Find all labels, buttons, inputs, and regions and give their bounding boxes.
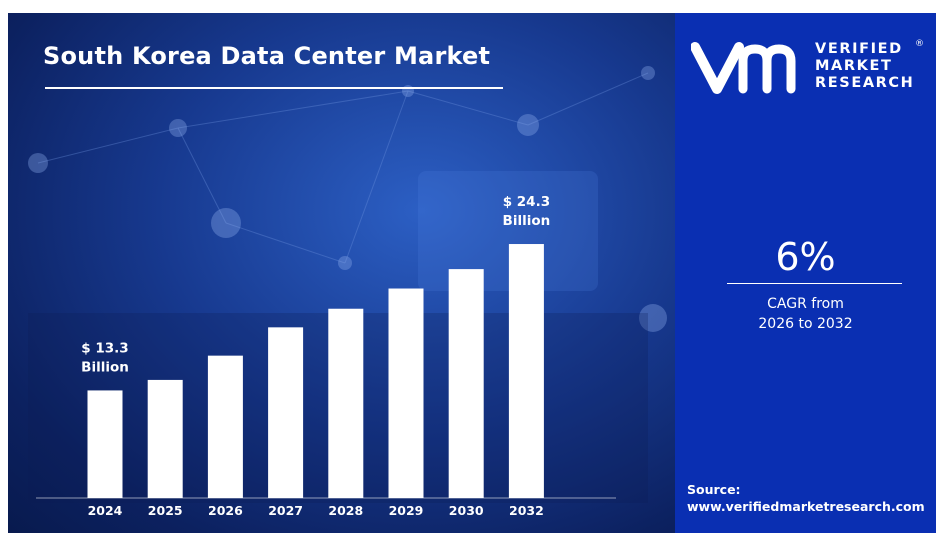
x-tick-label-2024: 2024 — [88, 503, 123, 518]
title-underline — [45, 87, 503, 89]
registered-mark: ® — [915, 39, 924, 49]
brand-line-research: RESEARCH — [815, 75, 915, 91]
x-tick-label-2029: 2029 — [389, 503, 424, 518]
bar-2032 — [508, 244, 544, 498]
chart-title: South Korea Data Center Market — [43, 42, 491, 70]
brand-line-verified: VERIFIED — [815, 41, 903, 57]
x-tick-label-2032: 2032 — [509, 503, 544, 518]
source-note: Source: www.verifiedmarketresearch.com — [687, 481, 925, 515]
brand-line-market: MARKET — [815, 58, 893, 74]
data-label-2024-line1: $ 13.3 — [81, 340, 128, 356]
vmr-logo-icon — [691, 42, 796, 94]
cagr-divider — [727, 283, 902, 284]
infographic: South Korea Data Center Market 2024 2025 2… — [8, 13, 936, 533]
bar-2030 — [448, 269, 484, 498]
bar-2029 — [388, 288, 424, 498]
data-label-2032-line1: $ 24.3 — [503, 194, 550, 210]
summary-panel: VERIFIED MARKET RESEARCH ® 6% CAGR from … — [675, 13, 936, 533]
source-url: www.verifiedmarketresearch.com — [687, 499, 925, 514]
brand-name: VERIFIED MARKET RESEARCH — [815, 41, 914, 92]
chart-panel: South Korea Data Center Market 2024 2025 2… — [8, 13, 675, 533]
data-label-2024-line2: Billion — [81, 359, 129, 375]
x-tick-label-2025: 2025 — [148, 503, 183, 518]
cagr-label-line1: CAGR from — [767, 296, 844, 312]
cagr-label-line2: 2026 to 2032 — [758, 316, 853, 332]
cagr-label: CAGR from 2026 to 2032 — [675, 294, 936, 334]
bar-2027 — [268, 327, 304, 498]
x-tick-label-2026: 2026 — [208, 503, 243, 518]
bar-2025 — [147, 379, 183, 498]
x-tick-label-2028: 2028 — [328, 503, 363, 518]
bar-2026 — [207, 355, 243, 498]
source-label: Source: — [687, 482, 741, 497]
data-label-2032-line2: Billion — [503, 213, 551, 229]
x-tick-label-2027: 2027 — [268, 503, 303, 518]
bar-2024 — [87, 390, 123, 498]
bar-2028 — [328, 308, 364, 498]
bar-chart: 2024 2025 2026 2027 2028 2029 2030 2032 $ 13.3 Bi… — [36, 194, 616, 518]
cagr-value: 6% — [775, 235, 836, 279]
x-tick-label-2030: 2030 — [449, 503, 484, 518]
